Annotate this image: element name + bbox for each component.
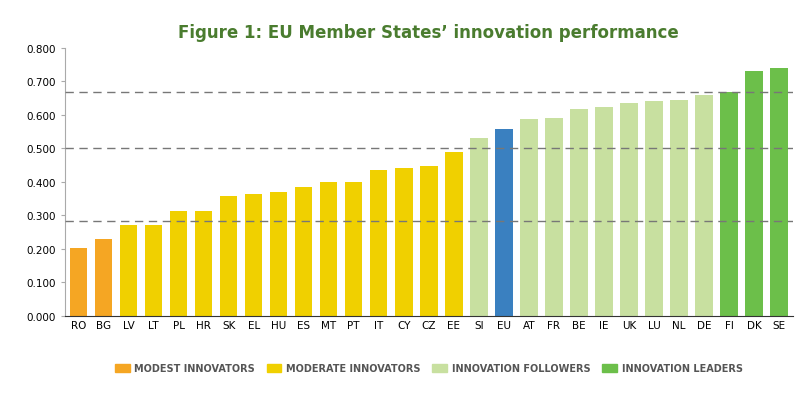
Bar: [670, 100, 688, 316]
Bar: [370, 171, 388, 316]
Bar: [220, 196, 237, 316]
Bar: [745, 72, 763, 316]
Bar: [270, 192, 287, 316]
Bar: [120, 226, 138, 316]
Bar: [621, 104, 637, 316]
Bar: [245, 195, 262, 316]
Bar: [570, 109, 587, 316]
Bar: [520, 119, 538, 316]
Bar: [145, 225, 163, 316]
Bar: [695, 95, 713, 316]
Bar: [720, 93, 738, 316]
Bar: [470, 139, 488, 316]
Bar: [170, 212, 188, 316]
Bar: [770, 68, 788, 316]
Bar: [70, 248, 87, 316]
Legend: MODEST INNOVATORS, MODERATE INNOVATORS, INNOVATION FOLLOWERS, INNOVATION LEADERS: MODEST INNOVATORS, MODERATE INNOVATORS, …: [115, 364, 743, 373]
Bar: [420, 166, 438, 316]
Title: Figure 1: EU Member States’ innovation performance: Figure 1: EU Member States’ innovation p…: [179, 23, 679, 41]
Bar: [445, 152, 463, 316]
Bar: [345, 182, 362, 316]
Bar: [646, 102, 663, 316]
Bar: [95, 240, 112, 316]
Bar: [295, 187, 312, 316]
Bar: [495, 130, 513, 316]
Bar: [395, 169, 413, 316]
Bar: [595, 108, 612, 316]
Bar: [545, 119, 562, 316]
Bar: [320, 183, 337, 316]
Bar: [195, 212, 212, 316]
